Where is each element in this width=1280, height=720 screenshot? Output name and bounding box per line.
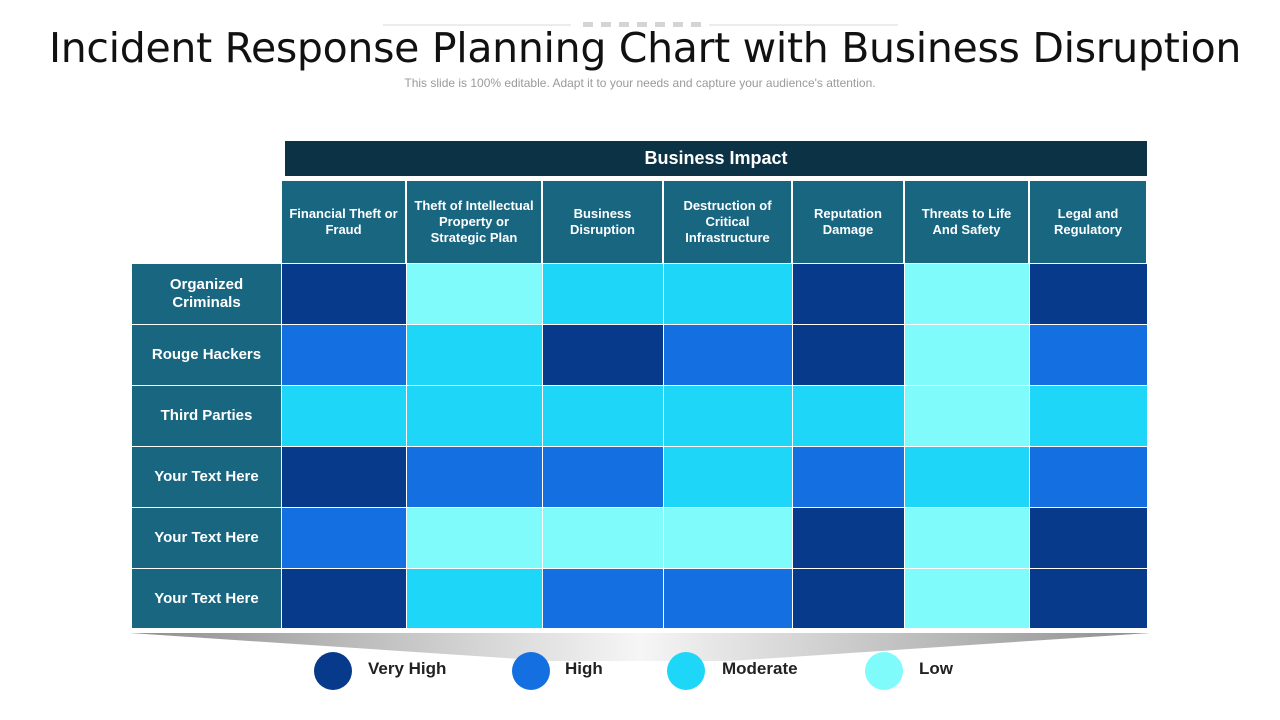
heatmap-cell-r1-c6-low <box>905 264 1029 324</box>
heatmap-cell-r6-c2-moderate <box>407 569 542 628</box>
table-base-shadow <box>130 633 1150 661</box>
column-header-7: Legal and Regulatory <box>1030 181 1146 263</box>
legend-very-high-label: Very High <box>368 659 447 678</box>
column-header-5: Reputation Damage <box>793 181 903 263</box>
page-subtitle: This slide is 100% editable. Adapt it to… <box>404 76 876 90</box>
heatmap-cell-r4-c2-high <box>407 447 542 507</box>
page-title: Incident Response Planning Chart with Bu… <box>48 24 1242 72</box>
column-header-6: Threats to Life And Safety <box>905 181 1028 263</box>
heatmap-cell-r6-c1-very-high <box>282 569 406 628</box>
heatmap-cell-r6-c7-very-high <box>1030 569 1147 628</box>
heatmap-cell-r1-c1-very-high <box>282 264 406 324</box>
heatmap-cell-r4-c3-high <box>543 447 663 507</box>
row-label-6: Your Text Here <box>132 569 281 628</box>
heatmap-cell-r1-c5-very-high <box>793 264 904 324</box>
row-label-3: Third Parties <box>132 386 281 446</box>
legend-very-high-dot <box>314 652 352 690</box>
heatmap-cell-r6-c6-low <box>905 569 1029 628</box>
legend-low-label: Low <box>919 659 953 678</box>
heatmap-cell-r1-c2-low <box>407 264 542 324</box>
column-header-3: Business Disruption <box>543 181 662 263</box>
top-decoration <box>383 22 898 27</box>
heatmap-cell-r3-c2-moderate <box>407 386 542 446</box>
legend-high-label: High <box>565 659 603 678</box>
heatmap-cell-r5-c5-very-high <box>793 508 904 568</box>
row-label-2: Rouge Hackers <box>132 325 281 385</box>
heatmap-cell-r3-c7-moderate <box>1030 386 1147 446</box>
heatmap-cell-r4-c1-very-high <box>282 447 406 507</box>
heatmap-cell-r4-c6-moderate <box>905 447 1029 507</box>
heatmap-cell-r2-c3-very-high <box>543 325 663 385</box>
heatmap-cell-r4-c5-high <box>793 447 904 507</box>
legend-moderate-label: Moderate <box>722 659 798 678</box>
heatmap-cell-r5-c1-high <box>282 508 406 568</box>
heatmap-cell-r2-c5-very-high <box>793 325 904 385</box>
row-label-1: Organized Criminals <box>132 264 281 324</box>
heatmap-cell-r3-c4-moderate <box>664 386 792 446</box>
row-label-4: Your Text Here <box>132 447 281 507</box>
column-header-4: Destruction of Critical Infrastructure <box>664 181 791 263</box>
column-header-2: Theft of Intellectual Property or Strate… <box>407 181 541 263</box>
heatmap-cell-r1-c7-very-high <box>1030 264 1147 324</box>
heatmap-cell-r5-c2-low <box>407 508 542 568</box>
legend-low-dot <box>865 652 903 690</box>
heatmap-cell-r2-c7-high <box>1030 325 1147 385</box>
legend-high-dot <box>512 652 550 690</box>
heatmap-cell-r2-c4-high <box>664 325 792 385</box>
heatmap-cell-r5-c7-very-high <box>1030 508 1147 568</box>
business-impact-header: Business Impact <box>285 141 1147 176</box>
heatmap-cell-r3-c5-moderate <box>793 386 904 446</box>
heatmap-cell-r6-c3-high <box>543 569 663 628</box>
heatmap-cell-r1-c4-moderate <box>664 264 792 324</box>
row-label-5: Your Text Here <box>132 508 281 568</box>
heatmap-cell-r4-c7-high <box>1030 447 1147 507</box>
heatmap-cell-r2-c1-high <box>282 325 406 385</box>
heatmap-cell-r5-c6-low <box>905 508 1029 568</box>
heatmap-cell-r4-c4-moderate <box>664 447 792 507</box>
heatmap-cell-r2-c6-low <box>905 325 1029 385</box>
column-header-1: Financial Theft or Fraud <box>282 181 405 263</box>
heatmap-cell-r6-c4-high <box>664 569 792 628</box>
heatmap-cell-r2-c2-moderate <box>407 325 542 385</box>
heatmap-cell-r6-c5-very-high <box>793 569 904 628</box>
heatmap-cell-r3-c1-moderate <box>282 386 406 446</box>
heatmap-cell-r5-c4-low <box>664 508 792 568</box>
legend-moderate-dot <box>667 652 705 690</box>
heatmap-cell-r3-c6-low <box>905 386 1029 446</box>
heatmap-cell-r3-c3-moderate <box>543 386 663 446</box>
heatmap-cell-r5-c3-low <box>543 508 663 568</box>
heatmap-cell-r1-c3-moderate <box>543 264 663 324</box>
